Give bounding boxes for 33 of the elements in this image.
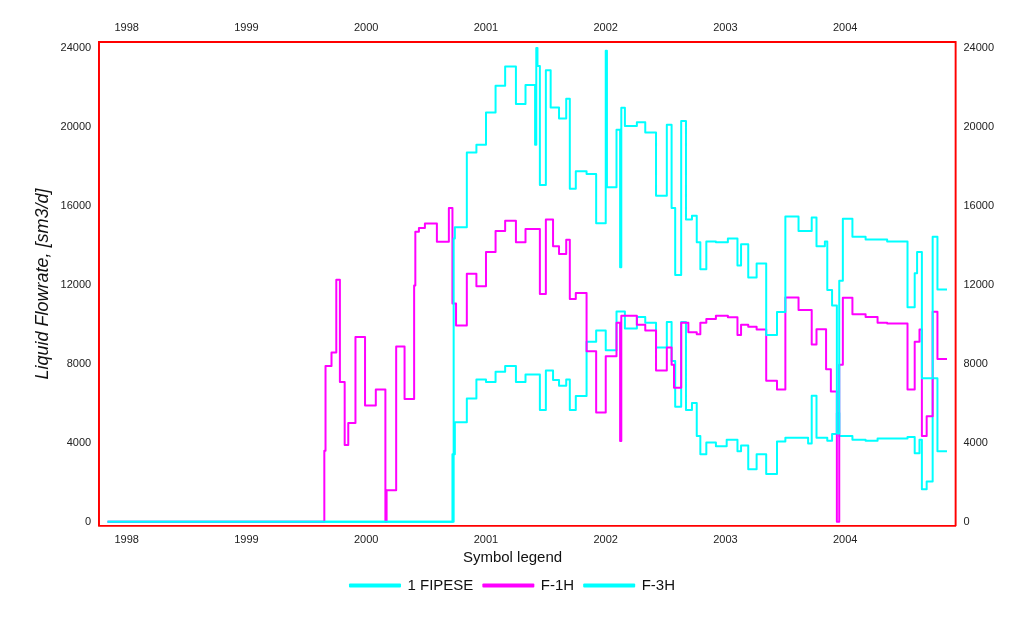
x2-tick-label: 2002 bbox=[593, 20, 618, 33]
y-tick-label: 4000 bbox=[66, 435, 92, 448]
x-tick-label: 2001 bbox=[473, 533, 499, 546]
y2-tick-label: 4000 bbox=[963, 435, 988, 448]
x2-tick-label: 1998 bbox=[114, 20, 139, 33]
x2-tick-label: 2004 bbox=[833, 20, 858, 33]
y2-tick-label: 0 bbox=[963, 514, 970, 527]
y2-tick-label: 20000 bbox=[963, 120, 995, 133]
legend-label: F-1H bbox=[540, 575, 575, 593]
y-tick-label: 0 bbox=[85, 514, 92, 527]
y2-tick-label: 16000 bbox=[963, 199, 995, 212]
y-tick-label: 16000 bbox=[60, 199, 92, 212]
y2-tick-label: 12000 bbox=[963, 278, 995, 291]
y-tick-label: 12000 bbox=[60, 278, 92, 291]
y-axis-title: Liquid Flowrate, [sm3/d] bbox=[31, 187, 52, 380]
x-tick-label: 2004 bbox=[833, 533, 858, 546]
x2-tick-label: 2001 bbox=[473, 20, 499, 33]
y-tick-label: 20000 bbox=[60, 120, 92, 133]
y-tick-label: 24000 bbox=[60, 41, 92, 54]
y-tick-label: 8000 bbox=[66, 356, 92, 369]
x-tick-label: 1999 bbox=[234, 533, 259, 546]
legend-label: F-3H bbox=[641, 575, 676, 593]
x2-tick-label: 2003 bbox=[713, 20, 738, 33]
y2-tick-label: 8000 bbox=[963, 356, 988, 369]
x-tick-label: 1998 bbox=[114, 533, 139, 546]
legend-label: 1 FIPESE bbox=[407, 575, 474, 593]
x2-tick-label: 1999 bbox=[234, 20, 259, 33]
x-tick-label: 2002 bbox=[593, 533, 618, 546]
x-tick-label: 2000 bbox=[353, 533, 379, 546]
x2-tick-label: 2000 bbox=[353, 20, 379, 33]
legend-title: Symbol legend bbox=[462, 547, 563, 565]
y2-tick-label: 24000 bbox=[963, 41, 995, 54]
x-tick-label: 2003 bbox=[713, 533, 738, 546]
